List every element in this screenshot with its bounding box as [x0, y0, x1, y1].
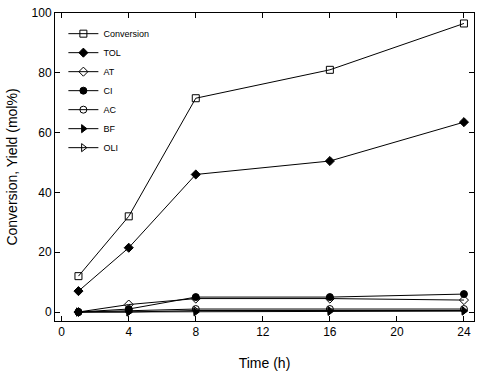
svg-text:100: 100: [32, 6, 52, 20]
svg-text:8: 8: [192, 325, 199, 339]
svg-text:CI: CI: [103, 86, 112, 96]
svg-text:Time (h): Time (h): [239, 355, 291, 371]
svg-text:60: 60: [38, 126, 52, 140]
svg-text:40: 40: [38, 186, 52, 200]
svg-text:16: 16: [323, 325, 337, 339]
svg-text:TOL: TOL: [103, 48, 120, 58]
svg-text:24: 24: [457, 325, 471, 339]
svg-text:Conversion: Conversion: [103, 29, 149, 39]
svg-text:Conversion, Yield (mol%): Conversion, Yield (mol%): [4, 88, 20, 245]
svg-text:20: 20: [38, 245, 52, 259]
svg-text:AC: AC: [103, 105, 116, 115]
svg-text:20: 20: [390, 325, 404, 339]
svg-text:80: 80: [38, 66, 52, 80]
svg-text:AT: AT: [103, 67, 114, 77]
svg-text:0: 0: [45, 305, 52, 319]
svg-text:BF: BF: [103, 124, 115, 134]
svg-text:0: 0: [58, 325, 65, 339]
svg-text:4: 4: [125, 325, 132, 339]
svg-text:12: 12: [256, 325, 270, 339]
svg-text:OLI: OLI: [103, 143, 118, 153]
